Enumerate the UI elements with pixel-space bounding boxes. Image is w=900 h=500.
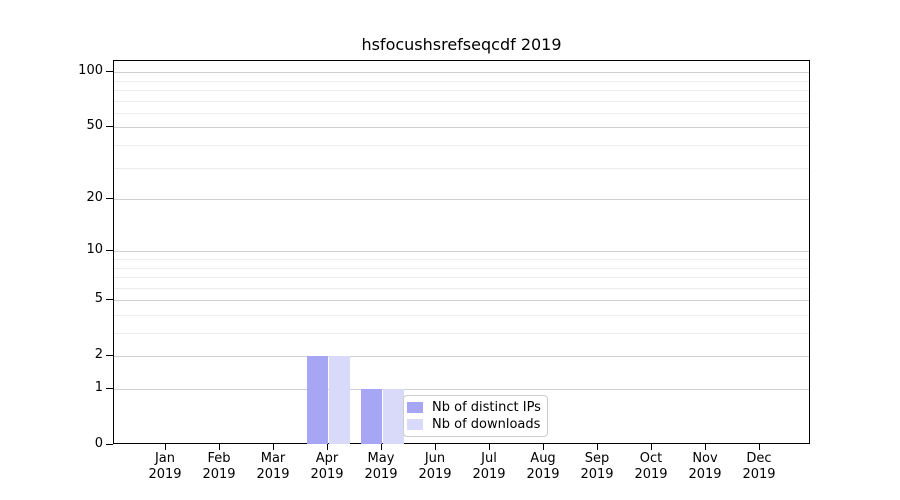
x-tick-month-oct: Oct	[639, 451, 663, 466]
x-tick-month-mar: Mar	[260, 451, 286, 466]
x-tick-dec	[759, 444, 760, 450]
x-tick-jun	[435, 444, 436, 450]
gridline-minor-90	[114, 80, 809, 82]
x-tick-label-jun: Jun 2019	[405, 451, 465, 483]
y-tick-label-10: 10	[86, 242, 103, 258]
x-tick-month-jul: Jul	[481, 451, 497, 466]
x-tick-year-mar: 2019	[256, 467, 290, 482]
legend-item-downloads: Nb of downloads	[407, 416, 542, 433]
x-tick-sep	[597, 444, 598, 450]
x-tick-jul	[489, 444, 490, 450]
gridline-minor-70	[114, 100, 809, 102]
x-tick-aug	[543, 444, 544, 450]
y-tick-label-2: 2	[94, 347, 103, 363]
x-tick-mar	[273, 444, 274, 450]
y-tick-50	[106, 126, 113, 128]
y-tick-2	[106, 355, 113, 357]
x-tick-label-jan: Jan 2019	[135, 451, 195, 483]
y-tick-20	[106, 198, 113, 200]
gridline-minor-4	[114, 315, 809, 316]
x-tick-label-apr: Apr 2019	[297, 451, 357, 483]
y-tick-5	[106, 299, 113, 301]
gridline-minor-7	[114, 277, 809, 278]
x-tick-year-oct: 2019	[634, 467, 668, 482]
gridline-minor-80	[114, 90, 809, 91]
x-tick-label-mar: Mar 2019	[243, 451, 303, 483]
x-tick-label-aug: Aug 2019	[513, 451, 573, 483]
x-tick-jan	[165, 444, 166, 450]
y-tick-label-100: 100	[78, 63, 103, 79]
x-tick-label-sep: Sep 2019	[567, 451, 627, 483]
x-tick-month-sep: Sep	[584, 451, 610, 466]
x-tick-month-apr: Apr	[315, 451, 339, 466]
y-tick-label-0: 0	[94, 436, 103, 451]
gridline-major-20	[114, 199, 809, 201]
x-tick-month-nov: Nov	[692, 451, 718, 466]
legend-swatch-distinct-ips	[407, 402, 423, 413]
gridline-minor-60	[114, 112, 809, 114]
x-tick-label-oct: Oct 2019	[621, 451, 681, 483]
x-tick-year-nov: 2019	[688, 467, 722, 482]
y-tick-1	[106, 388, 113, 389]
x-tick-label-may: May 2019	[351, 451, 411, 483]
gridline-minor-3	[114, 333, 809, 334]
x-tick-nov	[705, 444, 706, 450]
gridline-major-10	[114, 251, 809, 253]
x-tick-month-may: May	[367, 451, 395, 466]
x-tick-label-nov: Nov 2019	[675, 451, 735, 483]
x-tick-month-aug: Aug	[530, 451, 556, 466]
gridline-minor-40	[114, 145, 809, 146]
plot-area: Nb of distinct IPs Nb of downloads	[113, 60, 810, 444]
x-tick-month-dec: Dec	[746, 451, 772, 466]
y-tick-0	[106, 444, 113, 445]
x-tick-year-jun: 2019	[418, 467, 452, 482]
x-tick-year-may: 2019	[364, 467, 398, 482]
gridline-major-2	[114, 356, 809, 358]
y-tick-label-20: 20	[86, 190, 103, 206]
x-tick-feb	[219, 444, 220, 450]
bar-nb-of-distinct-ips-may	[360, 389, 382, 444]
x-tick-oct	[651, 444, 652, 450]
legend-swatch-downloads	[407, 419, 423, 430]
chart-title: hsfocushsrefseqcdf 2019	[361, 35, 562, 54]
bar-nb-of-distinct-ips-apr	[306, 356, 328, 444]
x-tick-label-dec: Dec 2019	[729, 451, 789, 483]
x-tick-year-feb: 2019	[202, 467, 236, 482]
x-tick-year-dec: 2019	[742, 467, 776, 482]
x-tick-year-sep: 2019	[580, 467, 614, 482]
legend-label-distinct-ips: Nb of distinct IPs	[432, 400, 541, 415]
y-tick-label-5: 5	[94, 291, 103, 307]
gridline-major-50	[114, 127, 809, 129]
y-tick-100	[106, 71, 113, 73]
bar-nb-of-downloads-may	[382, 389, 404, 444]
y-tick-label-50: 50	[86, 118, 103, 134]
x-tick-apr	[327, 444, 328, 450]
gridline-major-100	[114, 72, 809, 74]
x-tick-month-feb: Feb	[207, 451, 231, 466]
x-tick-year-jan: 2019	[148, 467, 182, 482]
legend-item-distinct-ips: Nb of distinct IPs	[407, 399, 542, 416]
gridline-major-5	[114, 300, 809, 302]
x-tick-label-feb: Feb 2019	[189, 451, 249, 483]
x-tick-may	[381, 444, 382, 450]
x-tick-year-aug: 2019	[526, 467, 560, 482]
x-tick-label-jul: Jul 2019	[459, 451, 519, 483]
gridline-minor-8	[114, 267, 809, 269]
gridline-minor-6	[114, 287, 809, 289]
x-tick-year-jul: 2019	[472, 467, 506, 482]
x-tick-year-apr: 2019	[310, 467, 344, 482]
y-tick-label-1: 1	[94, 380, 103, 395]
legend-label-downloads: Nb of downloads	[432, 417, 541, 432]
bar-nb-of-downloads-apr	[328, 356, 350, 444]
gridline-major-1	[114, 389, 809, 390]
x-tick-month-jan: Jan	[154, 451, 176, 466]
gridline-minor-30	[114, 167, 809, 169]
gridline-minor-9	[114, 259, 809, 260]
x-tick-month-jun: Jun	[424, 451, 446, 466]
y-tick-10	[106, 250, 113, 252]
legend: Nb of distinct IPs Nb of downloads	[403, 395, 548, 437]
